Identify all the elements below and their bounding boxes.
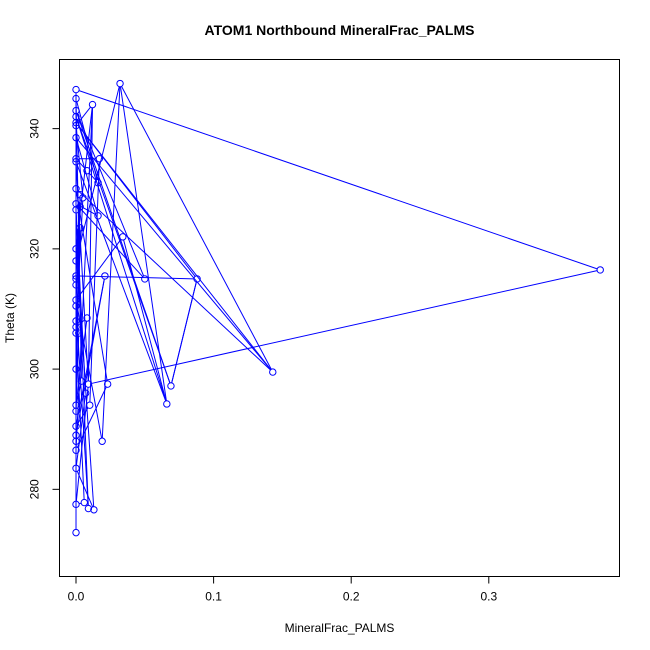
- y-tick-label: 280: [28, 479, 42, 499]
- data-point: [141, 275, 149, 283]
- series-segment: [76, 113, 145, 277]
- series-segment: [77, 139, 272, 370]
- series-segment: [120, 86, 167, 401]
- data-point: [83, 314, 91, 322]
- data-point: [81, 389, 90, 397]
- data-point: [72, 257, 80, 265]
- data-point: [103, 380, 112, 388]
- data-point: [77, 377, 86, 385]
- data-point: [84, 504, 93, 513]
- y-tick-label: 340: [28, 118, 42, 138]
- data-point: [119, 233, 127, 241]
- series-segment: [89, 161, 100, 402]
- series-segment: [76, 86, 120, 258]
- series-segment: [123, 239, 167, 401]
- data-point: [94, 179, 102, 187]
- data-point: [72, 329, 80, 337]
- series-segment: [101, 86, 121, 439]
- series-segment: [78, 90, 598, 270]
- data-point: [163, 400, 171, 408]
- data-point: [72, 133, 80, 142]
- data-point: [72, 464, 80, 472]
- data-point: [80, 498, 88, 507]
- series-segment: [76, 164, 167, 402]
- data-point: [116, 79, 124, 88]
- data-point: [75, 329, 83, 337]
- series-segment: [76, 324, 79, 331]
- series-segment: [171, 281, 197, 383]
- data-point: [72, 185, 80, 193]
- data-point: [72, 281, 80, 289]
- y-axis: 280 300 320 340: [28, 118, 60, 499]
- series-segment: [76, 191, 108, 382]
- data-point: [167, 382, 175, 390]
- x-tick-label: 0.1: [205, 590, 222, 604]
- series-segment: [75, 107, 93, 448]
- data-point: [72, 245, 80, 253]
- x-tick-label: 0.3: [480, 590, 497, 604]
- data-point: [72, 500, 80, 509]
- data-point: [72, 121, 80, 130]
- x-axis-label: MineralFrac_PALMS: [285, 621, 395, 635]
- data-point: [269, 368, 277, 376]
- data-point: [72, 365, 80, 373]
- data-point: [72, 437, 80, 445]
- data-point: [76, 203, 84, 211]
- data-point: [83, 167, 91, 175]
- y-tick-label: 320: [28, 239, 42, 259]
- data-point: [72, 154, 80, 163]
- data-point: [84, 380, 93, 388]
- x-tick-label: 0.2: [343, 590, 360, 604]
- series-segment: [77, 205, 144, 277]
- data-point: [98, 437, 106, 445]
- series-segment: [76, 471, 94, 508]
- data-point: [596, 266, 604, 274]
- data-point: [193, 275, 201, 283]
- series-segment: [79, 275, 194, 280]
- series-segment: [91, 270, 598, 384]
- data-point: [72, 407, 80, 415]
- series-segment: [77, 124, 196, 277]
- series-segment: [78, 190, 271, 371]
- data-point: [95, 154, 104, 163]
- series-segment: [88, 172, 97, 181]
- series-lines: [75, 86, 598, 530]
- x-axis: 0.0 0.1 0.2 0.3: [68, 576, 497, 604]
- data-point: [76, 224, 84, 232]
- series-segment: [75, 387, 89, 502]
- series-segment: [76, 278, 105, 433]
- data-point: [72, 272, 80, 280]
- y-tick-label: 300: [28, 359, 42, 379]
- series-segment: [121, 86, 272, 370]
- data-point: [72, 422, 80, 430]
- series-segment: [77, 239, 122, 298]
- x-tick-label: 0.0: [68, 590, 85, 604]
- data-point: [72, 118, 80, 127]
- data-point: [72, 446, 80, 454]
- data-point: [94, 212, 102, 220]
- data-point: [72, 157, 80, 166]
- series-segment: [76, 386, 107, 448]
- data-point: [86, 401, 94, 409]
- data-point: [90, 506, 98, 514]
- data-point: [79, 194, 87, 202]
- chart-title: ATOM1 Northbound MineralFrac_PALMS: [205, 22, 475, 38]
- data-point: [72, 85, 80, 94]
- series-segment: [87, 107, 93, 381]
- y-axis-label: Theta (K): [3, 293, 17, 343]
- series-segment: [75, 212, 89, 506]
- plot-frame: [59, 59, 620, 577]
- series-segment: [76, 140, 98, 213]
- data-point: [72, 302, 80, 310]
- series-segment: [76, 113, 171, 384]
- series-segment: [76, 119, 167, 402]
- data-point: [88, 100, 97, 109]
- data-point: [72, 94, 80, 103]
- series-points: [72, 79, 604, 537]
- data-point: [72, 528, 80, 537]
- data-point: [101, 272, 109, 280]
